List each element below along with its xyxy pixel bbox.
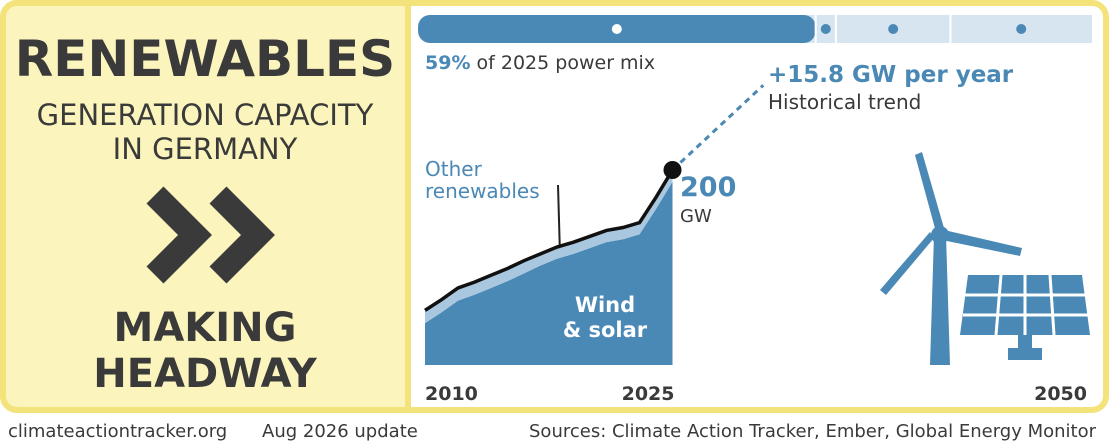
trend-note: Historical trend: [768, 90, 922, 114]
left-panel: [0, 0, 411, 413]
wind-turbine: [880, 152, 1022, 365]
mix-caption: 59% of 2025 power mix: [425, 52, 655, 74]
endpoint-value: 200: [680, 172, 737, 203]
leader-line: [557, 184, 561, 256]
update: Aug 2026 update: [262, 421, 418, 442]
x-tick-label: 2050: [1034, 383, 1087, 405]
endpoint-dot: [663, 161, 682, 179]
x-tick-label: 2025: [622, 383, 675, 405]
site: climateactiontracker.org: [8, 421, 228, 442]
trend-label: +15.8 GW per year: [768, 62, 1014, 88]
subtitle: GENERATION CAPACITY IN GERMANY: [36, 98, 374, 166]
chevron: [146, 186, 212, 284]
title: RENEWABLES: [14, 30, 396, 88]
verdict: MAKING HEADWAY: [93, 305, 317, 397]
solar-panel: [960, 274, 1090, 360]
mix-icon: [611, 24, 622, 34]
mix-icon: [888, 24, 899, 34]
mix-share: 59%: [425, 52, 471, 74]
chevron: [209, 186, 275, 284]
x-tick-label: 2010: [425, 383, 478, 405]
mix-icon: [820, 24, 831, 34]
total-line: [424, 169, 674, 312]
area: [425, 170, 673, 324]
series-label: Other renewables: [425, 157, 540, 203]
endpoint-unit: GW: [680, 206, 712, 227]
mix-text: of 2025 power mix: [476, 52, 656, 74]
trend-line: [671, 84, 765, 172]
sources: Sources: Climate Action Tracker, Ember, …: [529, 421, 1096, 442]
mix-icon: [1016, 24, 1027, 34]
area: [425, 181, 673, 365]
series-label: Wind & solar: [562, 293, 648, 342]
